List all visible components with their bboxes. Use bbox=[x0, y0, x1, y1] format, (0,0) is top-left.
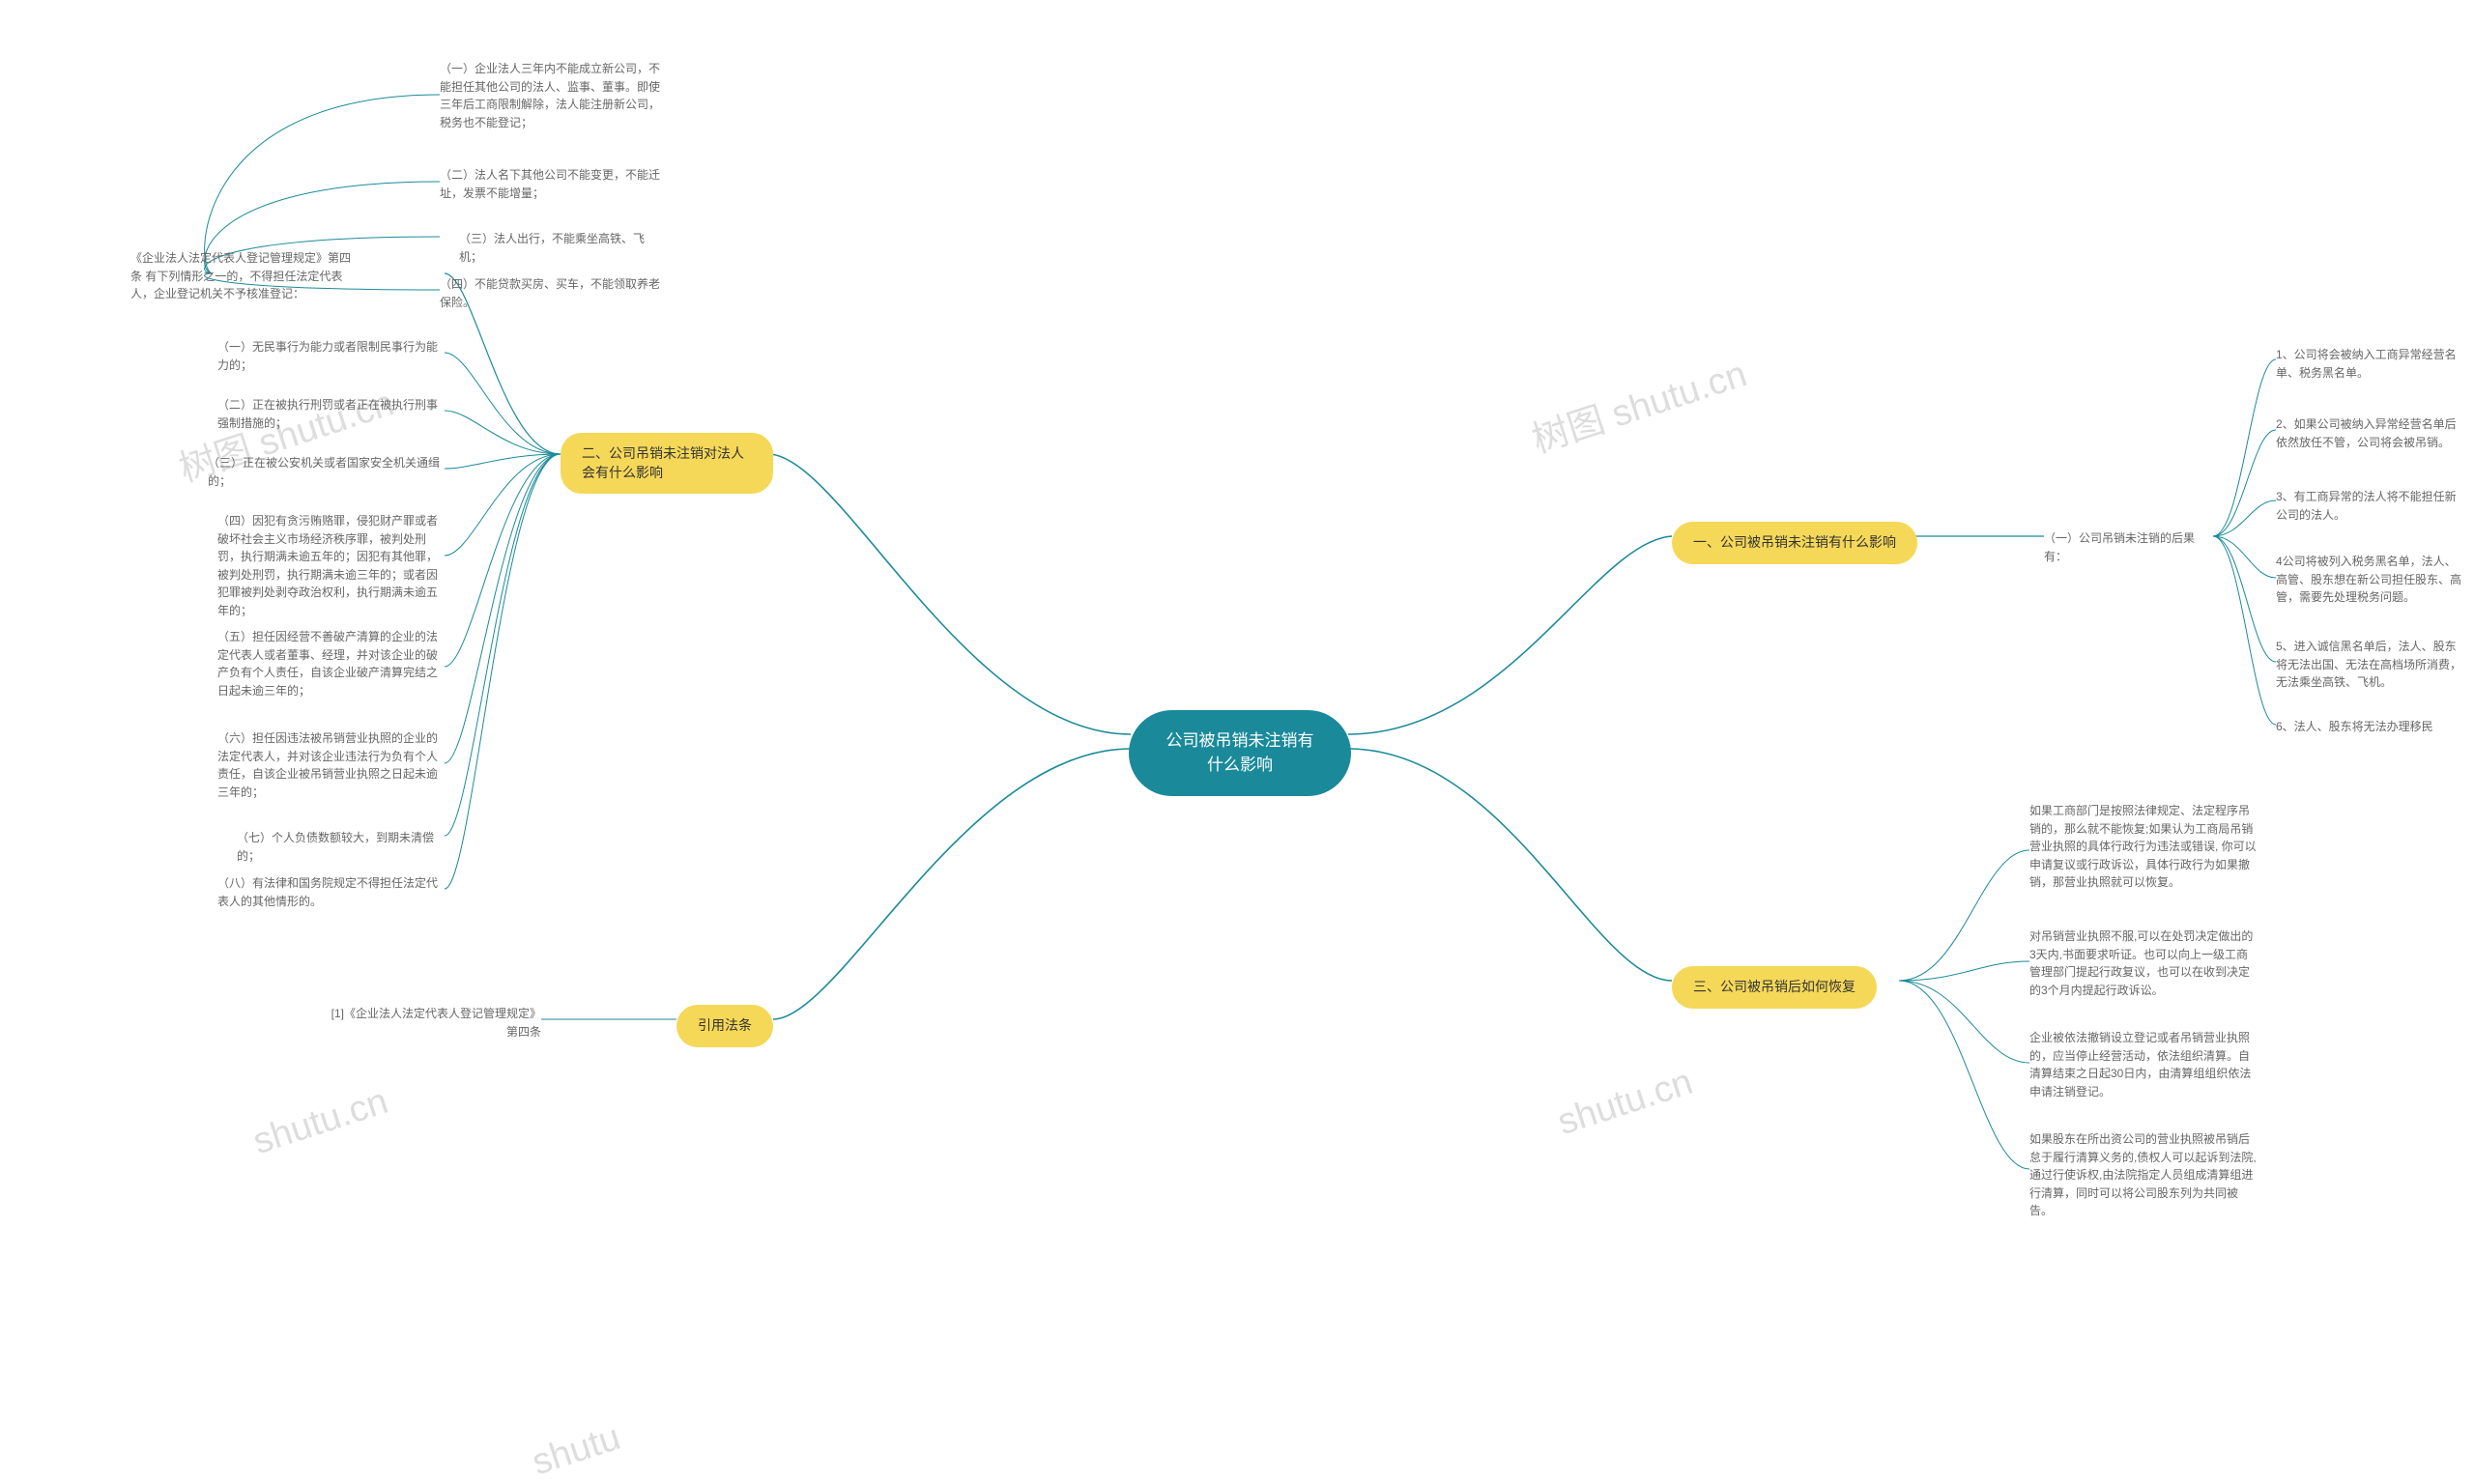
leaf: （三）正在被公安机关或者国家安全机关通缉的； bbox=[208, 454, 445, 490]
leaf: [1]《企业法人法定代表人登记管理规定》第四条 bbox=[329, 1005, 541, 1041]
leaf: （三）法人出行，不能乘坐高铁、飞机； bbox=[459, 230, 667, 266]
leaf: （八）有法律和国务院规定不得担任法定代表人的其他情形的。 bbox=[217, 874, 445, 910]
leaf: （七）个人负债数额较大，到期未清偿的； bbox=[237, 829, 445, 865]
leaf: 6、法人、股东将无法办理移民 bbox=[2276, 718, 2464, 736]
watermark: shutu.cn bbox=[248, 1081, 393, 1163]
branch-2-sub: 《企业法人法定代表人登记管理规定》第四条 有下列情形之一的，不得担任法定代表人，… bbox=[130, 249, 358, 303]
branch-1-sub: （一）公司吊销未注销的后果有： bbox=[2044, 529, 2213, 565]
leaf: 1、公司将会被纳入工商异常经营名单、税务黑名单。 bbox=[2276, 346, 2464, 382]
leaf: （一）无民事行为能力或者限制民事行为能力的； bbox=[217, 338, 445, 374]
branch-1: 一、公司被吊销未注销有什么影响 bbox=[1672, 522, 1917, 564]
watermark: 树图 shutu.cn bbox=[1524, 344, 1752, 463]
leaf: （四）不能贷款买房、买车，不能领取养老保险。 bbox=[440, 275, 662, 311]
leaf: （二）法人名下其他公司不能变更，不能迁址，发票不能增量； bbox=[440, 166, 662, 202]
leaf: 2、如果公司被纳入异常经营名单后依然放任不管，公司将会被吊销。 bbox=[2276, 415, 2464, 451]
leaf: 如果股东在所出资公司的营业执照被吊销后怠于履行清算义务的,债权人可以起诉到法院,… bbox=[2029, 1130, 2257, 1220]
leaf: 4公司将被列入税务黑名单，法人、高管、股东想在新公司担任股东、高管，需要先处理税… bbox=[2276, 553, 2464, 607]
watermark: shutu bbox=[528, 1417, 626, 1484]
leaf: 如果工商部门是按照法律规定、法定程序吊销的，那么就不能恢复;如果认为工商局吊销营… bbox=[2029, 802, 2257, 892]
watermark: shutu.cn bbox=[1553, 1062, 1698, 1144]
leaf: 对吊销营业执照不服,可以在处罚决定做出的3天内,书面要求听证。也可以向上一级工商… bbox=[2029, 928, 2257, 999]
branch-3: 三、公司被吊销后如何恢复 bbox=[1672, 966, 1877, 1009]
leaf: 企业被依法撤销设立登记或者吊销营业执照的，应当停止经营活动，依法组织清算。自清算… bbox=[2029, 1029, 2257, 1100]
branch-4: 引用法条 bbox=[676, 1005, 773, 1047]
central-topic: 公司被吊销未注销有什么影响 bbox=[1129, 710, 1351, 796]
branch-2: 二、公司吊销未注销对法人会有什么影响 bbox=[561, 433, 773, 494]
leaf: 5、进入诚信黑名单后，法人、股东将无法出国、无法在高档场所消费，无法乘坐高铁、飞… bbox=[2276, 638, 2464, 692]
leaf: 3、有工商异常的法人将不能担任新公司的法人。 bbox=[2276, 488, 2464, 524]
leaf: （六）担任因违法被吊销营业执照的企业的法定代表人，并对该企业违法行为负有个人责任… bbox=[217, 729, 445, 801]
leaf: （四）因犯有贪污贿赂罪，侵犯财产罪或者破坏社会主义市场经济秩序罪，被判处刑罚，执… bbox=[217, 512, 445, 620]
leaf: （二）正在被执行刑罚或者正在被执行刑事强制措施的； bbox=[217, 396, 445, 432]
leaf: （一）企业法人三年内不能成立新公司，不能担任其他公司的法人、监事、董事。即使三年… bbox=[440, 60, 662, 131]
leaf: （五）担任因经营不善破产清算的企业的法定代表人或者董事、经理，并对该企业的破产负… bbox=[217, 628, 445, 699]
